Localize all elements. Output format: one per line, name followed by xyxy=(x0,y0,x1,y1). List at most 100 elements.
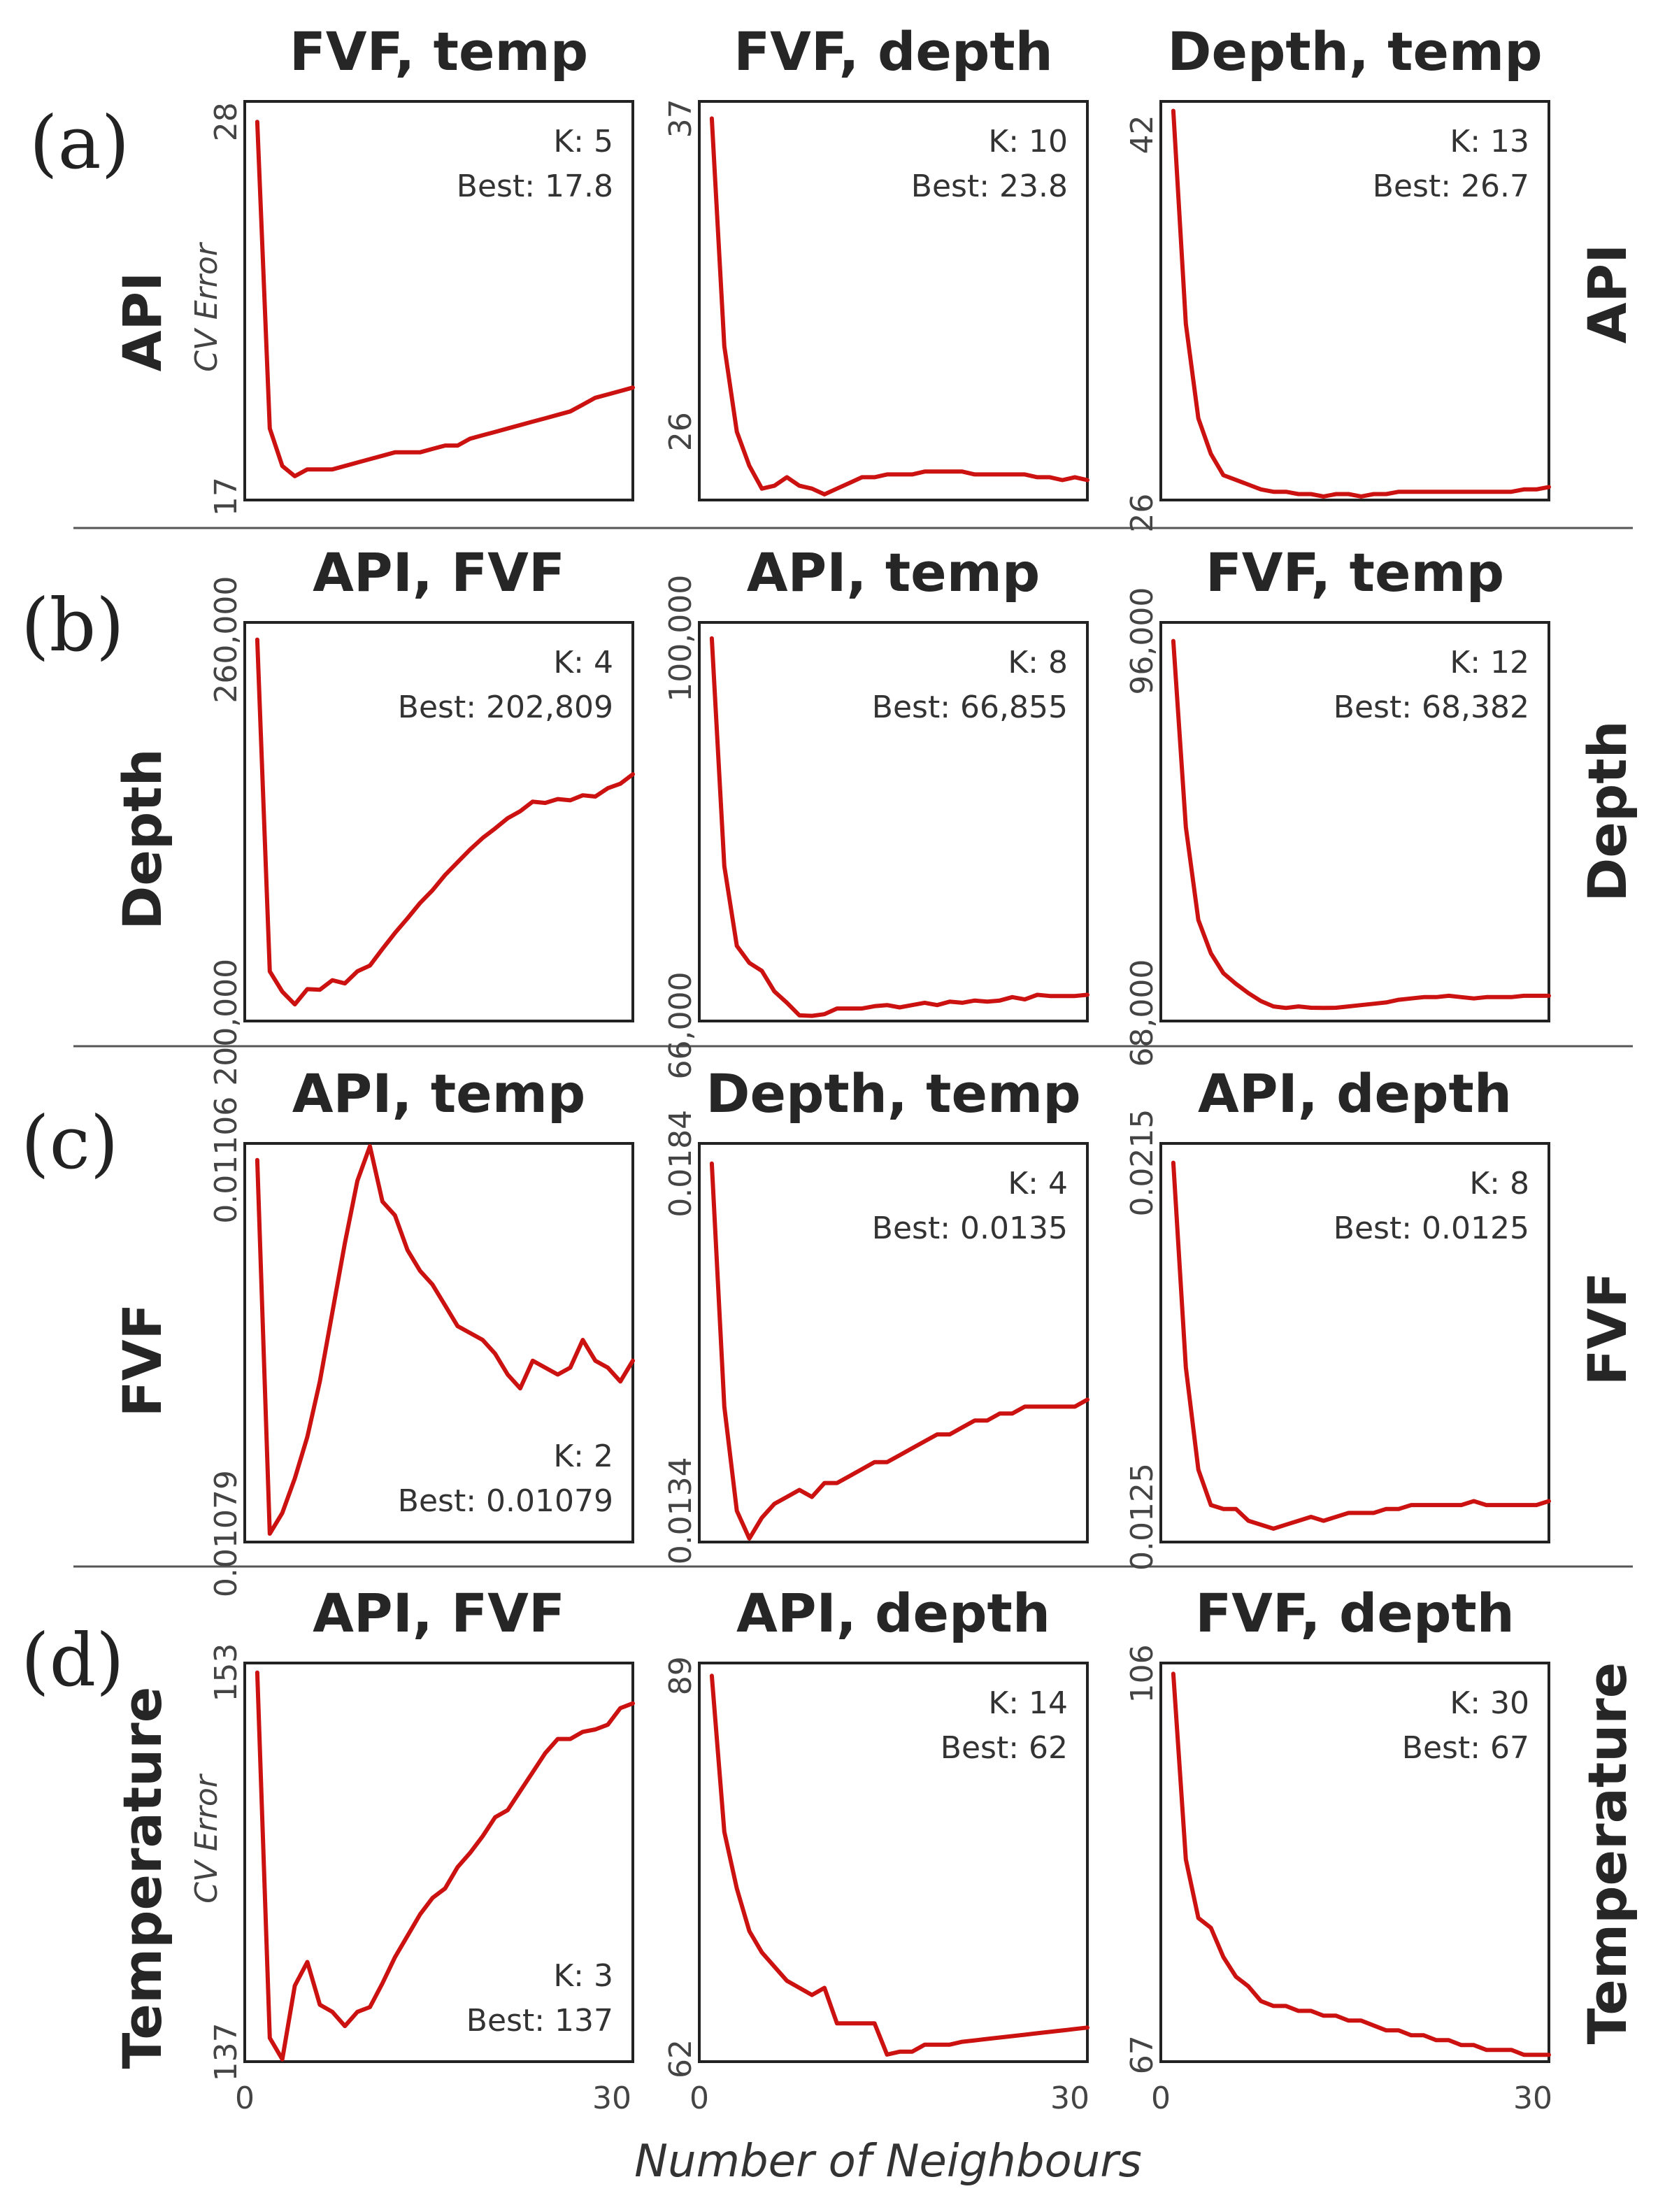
best-error-annotation: Best: 137 xyxy=(466,2003,613,2039)
panel-title: API, depth xyxy=(1198,1062,1512,1125)
y-tick-label-top: 153 xyxy=(208,1643,244,1702)
y-tick-label-bottom: 68,000 xyxy=(1124,959,1160,1067)
y-tick-label-bottom: 26 xyxy=(1124,494,1160,533)
cv-error-series-line xyxy=(255,120,635,478)
y-tick-label-bottom: 66,000 xyxy=(663,972,699,1080)
cv-error-series-line xyxy=(709,116,1089,497)
cv-error-series-line xyxy=(255,1670,635,2062)
best-error-annotation: Best: 66,855 xyxy=(872,690,1068,725)
panel-frame xyxy=(243,100,634,501)
best-k-annotation: K: 4 xyxy=(553,645,613,680)
y-tick-label-top: 96,000 xyxy=(1124,587,1160,695)
panel-frame xyxy=(243,1142,634,1543)
row-label-a: (a) xyxy=(29,100,129,185)
right-target-label-fvf: FVF xyxy=(1576,1272,1638,1386)
best-error-annotation: Best: 23.8 xyxy=(911,169,1068,204)
x-axis-label: Number of Neighbours xyxy=(634,2136,1142,2188)
y-tick-label-bottom: 0.0134 xyxy=(663,1457,699,1564)
panel-frame xyxy=(698,621,1089,1022)
right-target-label-temperature: Temperature xyxy=(1576,1662,1638,2045)
y-tick-label-bottom: 62 xyxy=(663,2039,699,2078)
left-target-label-temperature: Temperature xyxy=(111,1687,173,2069)
best-error-annotation: Best: 17.8 xyxy=(457,169,613,204)
panel-frame xyxy=(698,1662,1089,2063)
best-error-annotation: Best: 0.0125 xyxy=(1334,1211,1529,1246)
best-k-annotation: K: 14 xyxy=(988,1685,1068,1721)
panel-title: FVF, depth xyxy=(734,20,1053,83)
best-error-annotation: Best: 0.01079 xyxy=(398,1483,613,1519)
y-tick-label-top: 100,000 xyxy=(663,575,699,702)
right-target-label-depth: Depth xyxy=(1576,720,1638,901)
cv-error-series-line xyxy=(1171,108,1551,499)
panel-title: FVF, temp xyxy=(1206,541,1504,604)
right-target-label-api: API xyxy=(1576,244,1638,344)
y-tick-label-top: 28 xyxy=(208,102,244,141)
panel-title: API, temp xyxy=(292,1062,586,1125)
x-tick-label: 30 xyxy=(592,2081,631,2116)
panel-frame xyxy=(698,100,1089,501)
best-k-annotation: K: 3 xyxy=(553,1958,613,1994)
x-tick-label: 30 xyxy=(1513,2081,1552,2116)
best-k-annotation: K: 4 xyxy=(1008,1166,1068,1201)
best-k-annotation: K: 5 xyxy=(553,124,613,159)
x-tick-label: 0 xyxy=(1151,2081,1171,2116)
row-label-d: (d) xyxy=(21,1618,124,1703)
cv-error-series-line xyxy=(1171,1671,1551,2057)
cv-error-series-line xyxy=(1171,1160,1551,1531)
y-tick-label-top: 106 xyxy=(1124,1644,1160,1703)
left-target-label-depth: Depth xyxy=(111,748,173,929)
panel-frame xyxy=(1159,1142,1550,1543)
panel-frame xyxy=(243,621,634,1022)
x-tick-label: 30 xyxy=(1050,2081,1089,2116)
left-target-label-fvf: FVF xyxy=(111,1304,173,1418)
y-tick-label-top: 260,000 xyxy=(208,576,244,704)
y-tick-label-top: 37 xyxy=(663,99,699,138)
y-tick-label-bottom: 17 xyxy=(208,477,244,516)
best-k-annotation: K: 12 xyxy=(1450,645,1529,680)
panel-title: Depth, temp xyxy=(706,1062,1080,1125)
panel-title: API, FVF xyxy=(313,541,565,604)
panel-frame xyxy=(1159,621,1550,1022)
best-error-annotation: Best: 62 xyxy=(941,1730,1068,1766)
best-k-annotation: K: 2 xyxy=(553,1439,613,1474)
cv-error-label: CV Error xyxy=(189,241,224,372)
best-error-annotation: Best: 0.0135 xyxy=(872,1211,1068,1246)
panel-frame xyxy=(698,1142,1089,1543)
panel-title: API, FVF xyxy=(313,1582,565,1644)
y-tick-label-bottom: 67 xyxy=(1124,2035,1160,2074)
row-label-b: (b) xyxy=(21,583,124,668)
panel-title: Depth, temp xyxy=(1167,20,1542,83)
left-target-label-api: API xyxy=(111,272,173,372)
panel-frame xyxy=(1159,100,1550,501)
y-tick-label-top: 0.0215 xyxy=(1124,1109,1160,1217)
panel-title: API, depth xyxy=(736,1582,1050,1644)
panel-frame xyxy=(243,1662,634,2063)
cv-error-series-line xyxy=(1171,638,1551,1011)
cv-error-series-line xyxy=(709,1161,1089,1541)
best-error-annotation: Best: 202,809 xyxy=(398,690,613,725)
panel-frame xyxy=(1159,1662,1550,2063)
cv-error-label: CV Error xyxy=(189,1773,224,1904)
y-tick-label-top: 0.0184 xyxy=(663,1110,699,1218)
panels-group: FVF, temp 28 17 K: 5 Best: 17.8 FVF, depth 37 2… xyxy=(208,20,1551,2081)
panel-title: FVF, temp xyxy=(290,20,588,83)
y-tick-label-top: 0.01106 xyxy=(208,1097,244,1224)
row-label-c: (c) xyxy=(21,1100,118,1185)
y-tick-label-bottom: 26 xyxy=(663,412,699,451)
y-tick-label-bottom: 137 xyxy=(208,2022,244,2081)
y-tick-label-top: 89 xyxy=(663,1656,699,1695)
best-k-annotation: K: 8 xyxy=(1469,1166,1529,1201)
panel-title: FVF, depth xyxy=(1195,1582,1515,1644)
cv-error-series-line xyxy=(255,637,635,1007)
cv-error-series-line xyxy=(255,1144,635,1536)
best-k-annotation: K: 8 xyxy=(1008,645,1068,680)
x-tick-label: 0 xyxy=(235,2081,255,2116)
x-tick-label: 0 xyxy=(689,2081,709,2116)
y-tick-label-bottom: 0.01079 xyxy=(208,1470,244,1597)
best-k-annotation: K: 10 xyxy=(988,124,1068,159)
y-tick-label-bottom: 200,000 xyxy=(208,959,244,1086)
cv-error-series-line xyxy=(709,1674,1089,2057)
cv-error-series-line xyxy=(709,636,1089,1018)
best-k-annotation: K: 13 xyxy=(1450,124,1529,159)
